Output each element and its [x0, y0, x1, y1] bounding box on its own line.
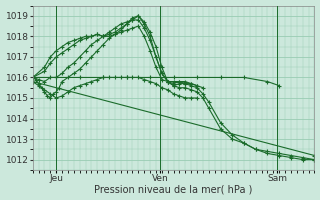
X-axis label: Pression niveau de la mer( hPa ): Pression niveau de la mer( hPa ): [94, 184, 253, 194]
